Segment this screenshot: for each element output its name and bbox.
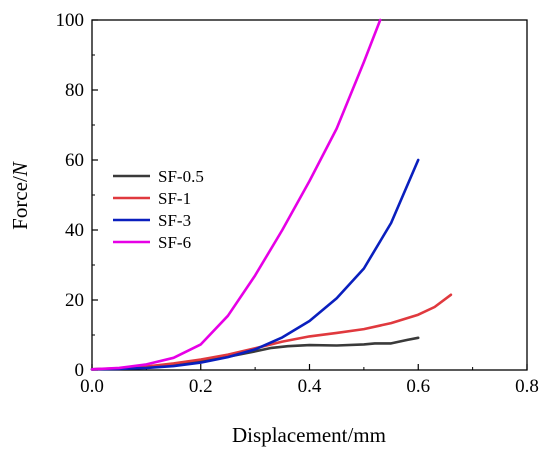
y-axis-title-main: Force/ bbox=[8, 176, 32, 230]
y-tick-label: 80 bbox=[65, 80, 84, 101]
x-tick-label: 0.2 bbox=[189, 376, 213, 397]
y-axis-title: Force/N bbox=[8, 161, 32, 230]
series-line-sf-3 bbox=[90, 158, 420, 371]
series-line-sf-6 bbox=[90, 18, 382, 371]
legend-label-sf-0.5: SF-0.5 bbox=[158, 167, 204, 186]
legend-label-sf-3: SF-3 bbox=[158, 211, 191, 230]
x-tick-label: 0.0 bbox=[80, 376, 104, 397]
x-tick-label: 0.8 bbox=[515, 376, 539, 397]
x-tick-label: 0.4 bbox=[298, 376, 322, 397]
series-lines bbox=[90, 18, 453, 371]
legend-label-sf-6: SF-6 bbox=[158, 233, 191, 252]
y-tick-label: 0 bbox=[75, 360, 85, 381]
x-tick-label: 0.6 bbox=[406, 376, 430, 397]
y-axis-title-unit: N bbox=[8, 161, 32, 177]
x-axis-ticks: 0.0 0.2 0.4 0.6 0.8 bbox=[80, 364, 539, 397]
legend-label-sf-1: SF-1 bbox=[158, 189, 191, 208]
y-tick-label: 60 bbox=[65, 150, 84, 171]
y-tick-label: 40 bbox=[65, 220, 84, 241]
y-tick-label: 20 bbox=[65, 290, 84, 311]
legend: SF-0.5 SF-1 SF-3 SF-6 bbox=[113, 167, 204, 252]
y-axis-ticks: 0 20 40 60 80 100 bbox=[56, 10, 98, 381]
x-axis-title: Displacement/mm bbox=[232, 423, 386, 447]
y-tick-label: 100 bbox=[56, 10, 85, 31]
series-line-sf-1 bbox=[90, 293, 453, 371]
